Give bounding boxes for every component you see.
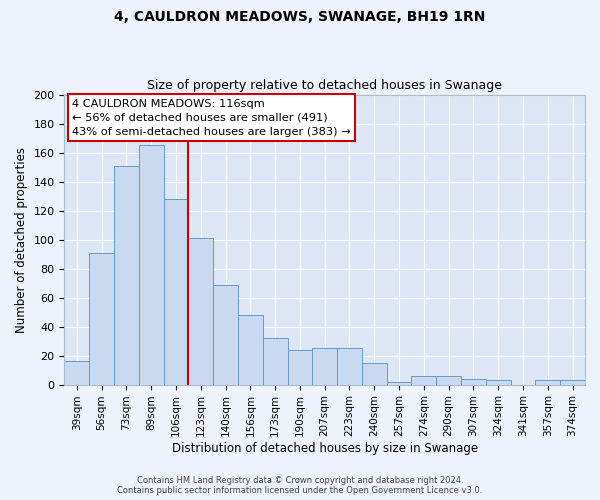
Bar <box>89 252 114 384</box>
Y-axis label: Number of detached properties: Number of detached properties <box>15 146 28 332</box>
Bar <box>188 238 213 384</box>
Bar <box>263 338 287 384</box>
Text: Contains HM Land Registry data © Crown copyright and database right 2024.
Contai: Contains HM Land Registry data © Crown c… <box>118 476 482 495</box>
Bar <box>560 380 585 384</box>
Bar <box>313 348 337 384</box>
Bar <box>213 284 238 384</box>
Bar <box>412 376 436 384</box>
Text: 4 CAULDRON MEADOWS: 116sqm
← 56% of detached houses are smaller (491)
43% of sem: 4 CAULDRON MEADOWS: 116sqm ← 56% of deta… <box>72 99 351 137</box>
Title: Size of property relative to detached houses in Swanage: Size of property relative to detached ho… <box>147 79 502 92</box>
Bar <box>436 376 461 384</box>
Bar <box>114 166 139 384</box>
Bar <box>362 363 386 384</box>
Bar <box>238 315 263 384</box>
Bar <box>386 382 412 384</box>
X-axis label: Distribution of detached houses by size in Swanage: Distribution of detached houses by size … <box>172 442 478 455</box>
Bar <box>64 362 89 384</box>
Bar <box>461 379 486 384</box>
Bar <box>337 348 362 384</box>
Bar <box>535 380 560 384</box>
Bar <box>164 199 188 384</box>
Text: 4, CAULDRON MEADOWS, SWANAGE, BH19 1RN: 4, CAULDRON MEADOWS, SWANAGE, BH19 1RN <box>115 10 485 24</box>
Bar <box>287 350 313 384</box>
Bar <box>139 146 164 384</box>
Bar <box>486 380 511 384</box>
